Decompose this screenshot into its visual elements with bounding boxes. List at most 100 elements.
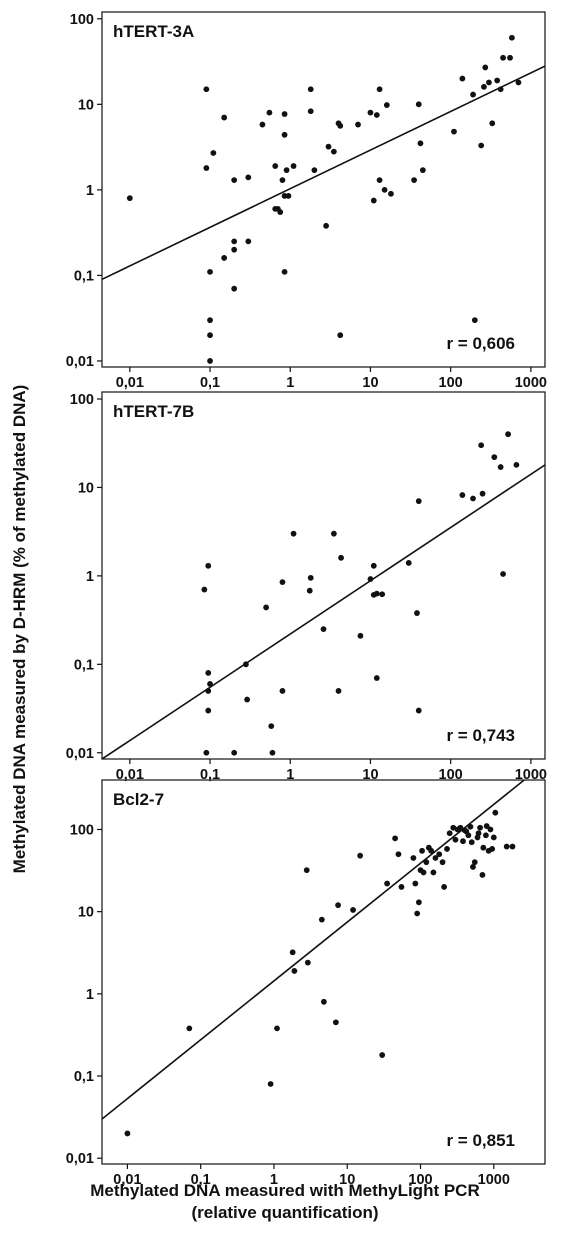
data-point bbox=[357, 852, 364, 859]
data-point bbox=[285, 193, 292, 199]
data-point bbox=[205, 562, 212, 569]
data-point bbox=[330, 148, 337, 155]
data-point bbox=[267, 1081, 274, 1087]
data-point bbox=[513, 461, 520, 468]
data-point bbox=[281, 268, 288, 275]
x-tick-label: 1000 bbox=[515, 767, 547, 783]
data-point bbox=[479, 872, 486, 878]
data-point bbox=[367, 576, 374, 582]
data-point bbox=[376, 177, 383, 184]
y-axis-label: Methylated DNA measured by D-HRM (% of m… bbox=[10, 384, 29, 874]
data-point bbox=[507, 54, 513, 61]
correlation-label: r = 0,606 bbox=[446, 334, 515, 353]
data-point bbox=[503, 843, 510, 850]
data-point bbox=[405, 560, 412, 566]
data-point bbox=[231, 238, 238, 245]
x-tick-label: 0,1 bbox=[200, 375, 220, 391]
data-point bbox=[430, 869, 437, 876]
data-point bbox=[231, 749, 238, 756]
data-point bbox=[263, 604, 269, 611]
data-point bbox=[497, 86, 504, 93]
data-point bbox=[487, 826, 494, 833]
data-point bbox=[505, 431, 511, 438]
data-point bbox=[290, 530, 297, 537]
plot-frame bbox=[101, 391, 546, 760]
data-point bbox=[481, 83, 487, 90]
data-point bbox=[392, 835, 398, 842]
data-point bbox=[332, 1019, 339, 1026]
data-point bbox=[357, 632, 364, 639]
data-point bbox=[269, 749, 276, 756]
data-point bbox=[381, 186, 388, 193]
panel-1: 0,01 0,1 1 10 100 1000 0,01 0,1 1 10 100 hTERT-3A r … bbox=[66, 11, 547, 391]
x-tick-label: 10 bbox=[362, 767, 378, 783]
data-point bbox=[491, 454, 498, 461]
x-tick-label: 0,1 bbox=[191, 1172, 211, 1188]
data-point bbox=[207, 332, 213, 339]
panel-3: 0,01 0,1 1 10 100 1000 0,01 0,1 1 10 100 Bcl2-7 r = … bbox=[66, 779, 546, 1188]
data-point bbox=[460, 838, 466, 845]
data-point bbox=[428, 847, 435, 854]
data-point bbox=[274, 1025, 280, 1032]
data-point bbox=[307, 86, 314, 93]
data-point bbox=[444, 846, 450, 852]
data-point bbox=[244, 696, 251, 703]
data-point bbox=[419, 847, 425, 854]
data-point bbox=[489, 120, 496, 127]
data-point bbox=[500, 571, 506, 577]
data-point bbox=[486, 79, 492, 86]
data-point bbox=[203, 165, 210, 171]
data-point bbox=[259, 121, 266, 128]
x-axis-label-line1: Methylated DNA measured with MethyLight … bbox=[90, 1181, 480, 1200]
correlation-label: r = 0,851 bbox=[446, 1131, 515, 1150]
data-point bbox=[414, 610, 420, 616]
data-point bbox=[398, 884, 405, 890]
y-tick-label: 10 bbox=[78, 97, 94, 113]
data-point bbox=[231, 246, 238, 253]
x-tick-label: 1000 bbox=[478, 1172, 510, 1188]
data-point bbox=[290, 163, 297, 169]
data-point bbox=[451, 128, 457, 135]
data-point bbox=[415, 899, 422, 906]
data-point bbox=[468, 839, 475, 846]
data-point bbox=[205, 669, 212, 676]
data-point bbox=[279, 688, 286, 694]
plot-frame bbox=[101, 779, 546, 1165]
x-tick-label: 0,1 bbox=[200, 767, 220, 783]
data-point bbox=[367, 109, 374, 116]
data-point bbox=[494, 77, 501, 84]
y-tick-label: 100 bbox=[70, 392, 94, 408]
data-point bbox=[221, 255, 228, 261]
data-point bbox=[373, 590, 380, 597]
data-point bbox=[307, 574, 314, 581]
data-point bbox=[376, 86, 383, 93]
x-tick-label: 100 bbox=[408, 1172, 432, 1188]
data-point bbox=[508, 34, 515, 41]
x-tick-label: 10 bbox=[362, 375, 378, 391]
data-point bbox=[490, 834, 497, 841]
y-tick-label: 0,1 bbox=[74, 657, 94, 673]
data-point bbox=[497, 464, 504, 470]
data-point bbox=[470, 91, 476, 98]
data-point bbox=[415, 707, 422, 714]
data-point bbox=[279, 177, 286, 184]
data-point bbox=[201, 586, 208, 593]
data-point bbox=[489, 846, 496, 852]
correlation-label: r = 0,743 bbox=[446, 726, 515, 745]
y-tick-label: 1 bbox=[86, 987, 94, 1003]
x-tick-label: 1 bbox=[270, 1172, 278, 1188]
data-point bbox=[281, 131, 288, 138]
data-point bbox=[318, 916, 325, 923]
data-point bbox=[482, 64, 489, 71]
data-point bbox=[479, 490, 486, 497]
data-point bbox=[370, 197, 377, 204]
data-point bbox=[370, 562, 377, 569]
data-point bbox=[478, 142, 485, 149]
x-axis-label-line2: (relative quantification) bbox=[191, 1203, 379, 1222]
data-point bbox=[459, 75, 466, 82]
data-point bbox=[412, 880, 419, 887]
data-point bbox=[470, 864, 476, 870]
x-tick-label: 0,01 bbox=[116, 767, 144, 783]
data-point bbox=[475, 830, 482, 837]
data-point bbox=[207, 358, 213, 364]
